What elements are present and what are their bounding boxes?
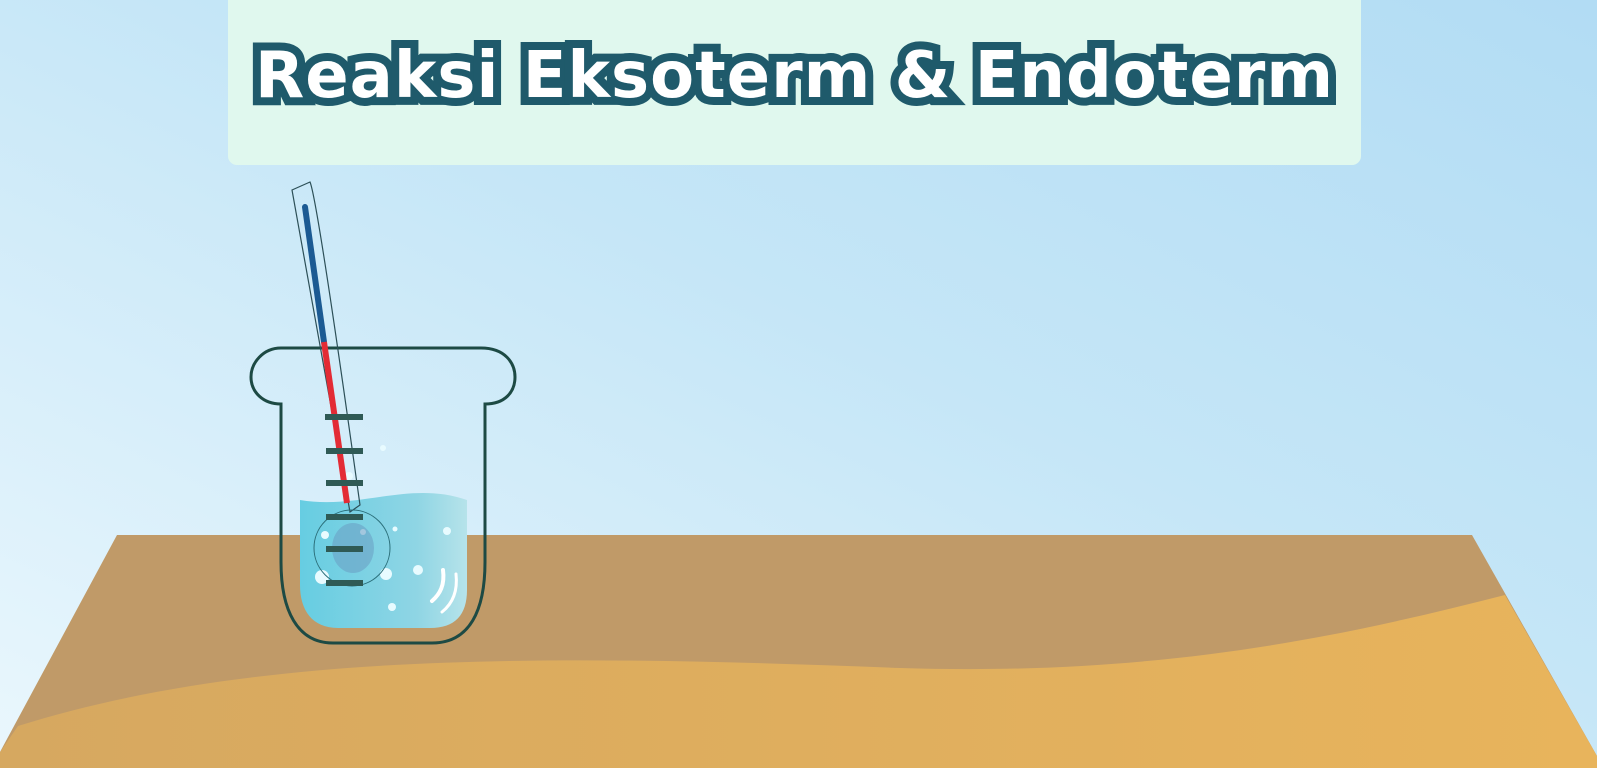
thermometer-glass <box>291 181 361 514</box>
beaker-outline <box>249 346 517 645</box>
table-surface-front <box>0 595 1597 768</box>
thermometer-cold-column <box>302 204 327 345</box>
wooden-table <box>0 535 1597 768</box>
thermometer-icon <box>291 181 391 587</box>
title-banner: Reaksi Eksoterm & Endoterm <box>228 0 1361 165</box>
thermometer-hot-column <box>321 341 350 504</box>
thermometer-scale <box>325 414 363 586</box>
beaker-icon <box>249 346 517 645</box>
game-title: Reaksi Eksoterm & Endoterm <box>247 31 1341 121</box>
beaker-liquid <box>300 492 467 628</box>
